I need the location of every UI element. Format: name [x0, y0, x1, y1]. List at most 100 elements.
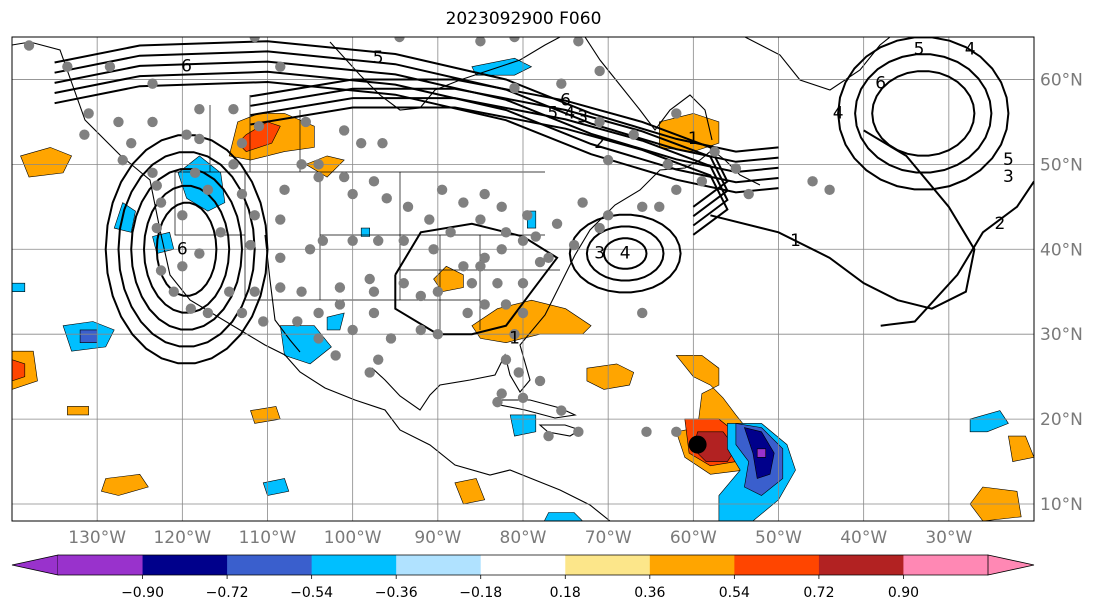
positive-anomaly-area [67, 406, 89, 416]
station-marker [594, 116, 605, 128]
station-marker [236, 137, 248, 149]
colorbar-segment [311, 555, 397, 575]
station-marker [556, 78, 567, 89]
station-marker [534, 256, 546, 268]
station-marker [113, 116, 124, 128]
latitude-tick-label: 50°N [1040, 155, 1083, 175]
station-marker [696, 176, 708, 187]
map-title: 2023092900 F060 [445, 9, 602, 29]
station-marker [275, 61, 286, 72]
station-marker [517, 307, 529, 319]
station-marker [458, 261, 469, 272]
station-marker [338, 125, 350, 136]
storm-center [688, 435, 707, 454]
station-marker [275, 282, 286, 293]
latitude-tick-label: 30°N [1040, 325, 1083, 345]
station-marker [355, 137, 367, 149]
station-marker [189, 167, 201, 179]
station-marker [509, 37, 520, 43]
station-marker [543, 430, 554, 442]
positive-anomaly-area [101, 473, 149, 496]
contour-label: 1 [790, 231, 801, 251]
station-marker [394, 37, 405, 43]
contour-line [854, 53, 993, 174]
colorbar-extend-high [987, 554, 1035, 576]
station-marker [334, 282, 346, 293]
contour-label: 5 [373, 48, 384, 68]
station-marker [177, 210, 188, 221]
station-marker [637, 307, 648, 319]
longitude-tick-label: 80°W [500, 528, 547, 548]
longitude-tick-label: 30°W [925, 528, 972, 548]
station-marker [249, 37, 260, 43]
station-marker [543, 252, 554, 263]
coastline [744, 37, 891, 91]
contour-line [250, 97, 729, 227]
negative-anomaly-area [969, 410, 1009, 433]
station-marker [368, 176, 380, 187]
contour-line [837, 37, 1010, 191]
contour-label: 3 [577, 108, 588, 128]
station-marker [249, 210, 260, 221]
storm-center-marker [688, 435, 707, 454]
colorbar-tick-label: 0.72 [803, 585, 834, 601]
station-marker [517, 392, 529, 404]
station-marker [79, 129, 90, 140]
station-marker [534, 375, 546, 387]
station-marker [381, 193, 392, 204]
colorbar-segment [58, 555, 143, 575]
colorbar-extend-low [11, 554, 59, 576]
colorbar-tick-label: −0.36 [375, 585, 418, 601]
station-marker [479, 252, 490, 263]
contour-label: 2 [594, 133, 605, 153]
longitude-tick-label: 130°W [68, 528, 126, 548]
station-marker [215, 227, 226, 238]
station-marker [432, 286, 444, 297]
station-marker [23, 40, 35, 51]
longitude-tick-label: 100°W [324, 528, 382, 548]
coastline [584, 37, 713, 141]
station-marker [517, 235, 529, 246]
station-marker [364, 273, 375, 285]
contour-label: 4 [620, 244, 631, 264]
station-marker [492, 396, 503, 408]
station-marker [594, 222, 605, 234]
station-marker [641, 426, 652, 438]
station-marker [368, 286, 380, 297]
station-marker [709, 146, 720, 157]
longitude-tick-label: 40°W [840, 528, 887, 548]
station-marker [671, 426, 682, 438]
colorbar-segment [142, 555, 228, 575]
station-marker [743, 188, 754, 200]
longitude-labels: 130°W 120°W 110°W 100°W 90°W 80°W 70°W 60°W 50°W… [68, 528, 972, 548]
map-frame [11, 36, 1035, 522]
station-marker [313, 333, 324, 344]
shading-layer [12, 57, 1034, 521]
negative-anomaly-area [79, 329, 98, 343]
colorbar-segment [396, 555, 482, 575]
station-marker [296, 286, 307, 297]
station-marker [181, 129, 192, 140]
contour-line [871, 70, 976, 157]
station-marker [151, 222, 162, 234]
station-marker [147, 167, 158, 179]
coastline [499, 399, 577, 419]
station-marker [168, 286, 180, 297]
station-marker [475, 37, 486, 47]
station-marker [415, 290, 426, 302]
station-marker [147, 116, 158, 128]
colorbar-segment [818, 555, 904, 575]
station-marker [517, 278, 529, 289]
station-marker [202, 184, 214, 196]
latitude-tick-label: 10°N [1040, 495, 1083, 515]
station-marker [602, 154, 614, 166]
latitude-tick-label: 20°N [1040, 410, 1083, 430]
station-marker [151, 180, 162, 191]
station-marker [117, 154, 128, 166]
station-marker [496, 201, 507, 213]
contour-line [117, 151, 256, 348]
station-marker [500, 299, 512, 310]
colorbar-segment [227, 555, 313, 575]
station-marker [462, 307, 473, 319]
colorbar-tick-label: 0.90 [888, 585, 919, 601]
